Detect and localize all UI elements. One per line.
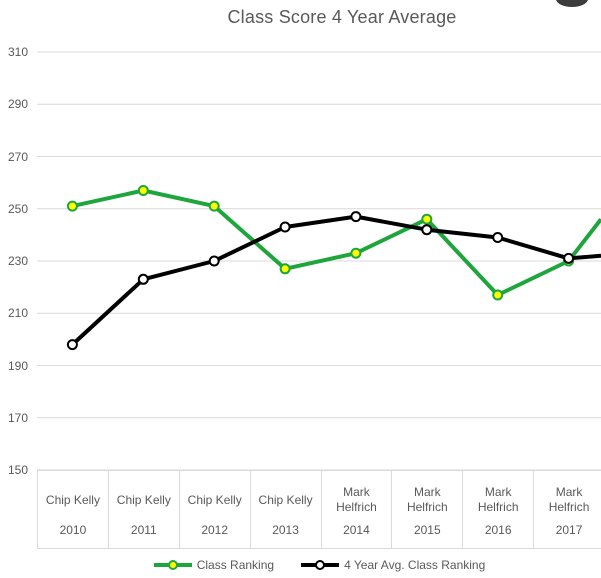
chart-title: Class Score 4 Year Average	[227, 7, 457, 27]
legend-item: Class Ranking	[153, 558, 274, 572]
year-label: 2013	[272, 523, 299, 537]
data-point-marker	[279, 221, 291, 233]
coach-label: Chip Kelly	[45, 492, 100, 507]
data-point-marker	[279, 263, 291, 275]
legend-label: Class Ranking	[196, 558, 275, 572]
data-point-marker	[137, 185, 149, 196]
y-axis-tick-label: 150	[7, 463, 28, 477]
y-axis-tick-label: 230	[7, 254, 28, 268]
x-axis-table: Chip Kelly 2010 Chip Kelly 2011 Chip Kelly 20…	[37, 470, 601, 549]
series-line	[71, 214, 601, 347]
year-label: 2016	[484, 523, 512, 537]
y-axis-tick-label: 170	[7, 410, 28, 425]
x-axis-category: Chip Kelly 2010	[37, 471, 108, 548]
y-axis-tick-label: 310	[7, 45, 28, 59]
x-axis-category: Chip Kelly 2013	[249, 471, 321, 548]
cropped-corner-element	[556, 0, 588, 7]
data-point-marker	[492, 232, 504, 243]
y-axis-tick-label: 250	[7, 201, 28, 216]
coach-label: Chip Kelly	[187, 492, 242, 507]
year-label: 2011	[130, 523, 157, 537]
legend-marker-icon	[301, 560, 340, 570]
data-point-marker	[492, 289, 504, 301]
year-label: 2010	[59, 523, 87, 537]
data-point-marker	[66, 339, 78, 351]
coach-label: Mark Helfrich	[548, 485, 590, 514]
x-axis-category: Chip Kelly 2011	[107, 471, 179, 548]
coach-label: Mark Helfrich	[406, 485, 448, 514]
y-axis-tick-label: 210	[7, 306, 28, 321]
y-axis-tick-label: 270	[7, 149, 28, 164]
data-point-marker	[350, 247, 362, 259]
data-point-marker	[350, 211, 362, 223]
year-label: 2015	[413, 523, 441, 537]
data-point-marker	[137, 273, 149, 285]
coach-label: Chip Kelly	[116, 492, 171, 507]
x-axis-category: Mark Helfrich 2016	[462, 471, 533, 548]
y-axis-tick-label: 290	[7, 97, 28, 112]
x-axis-category: Chip Kelly 2012	[178, 471, 250, 548]
x-axis-category: Mark Helfrich 2017	[533, 471, 601, 548]
legend: Class Ranking 4 Year Avg. Class Ranking	[37, 554, 601, 576]
y-axis-tick-label: 190	[7, 358, 28, 373]
data-point-marker	[421, 224, 433, 236]
legend-marker-icon	[153, 560, 192, 570]
coach-label: Chip Kelly	[258, 492, 313, 507]
data-point-marker	[208, 255, 220, 267]
legend-label: 4 Year Avg. Class Ranking	[344, 558, 486, 572]
data-point-marker	[208, 200, 220, 212]
coach-label: Mark Helfrich	[336, 485, 377, 514]
x-axis-category: Mark Helfrich 2014	[320, 471, 392, 548]
data-point-marker	[421, 213, 433, 225]
legend-item: 4 Year Avg. Class Ranking	[300, 558, 485, 572]
year-label: 2014	[343, 523, 370, 537]
year-label: 2017	[555, 523, 583, 537]
data-point-marker	[66, 200, 78, 212]
x-axis-category: Mark Helfrich 2015	[391, 471, 462, 548]
coach-label: Mark Helfrich	[477, 485, 519, 514]
data-point-marker	[563, 252, 575, 264]
year-label: 2012	[201, 523, 229, 537]
